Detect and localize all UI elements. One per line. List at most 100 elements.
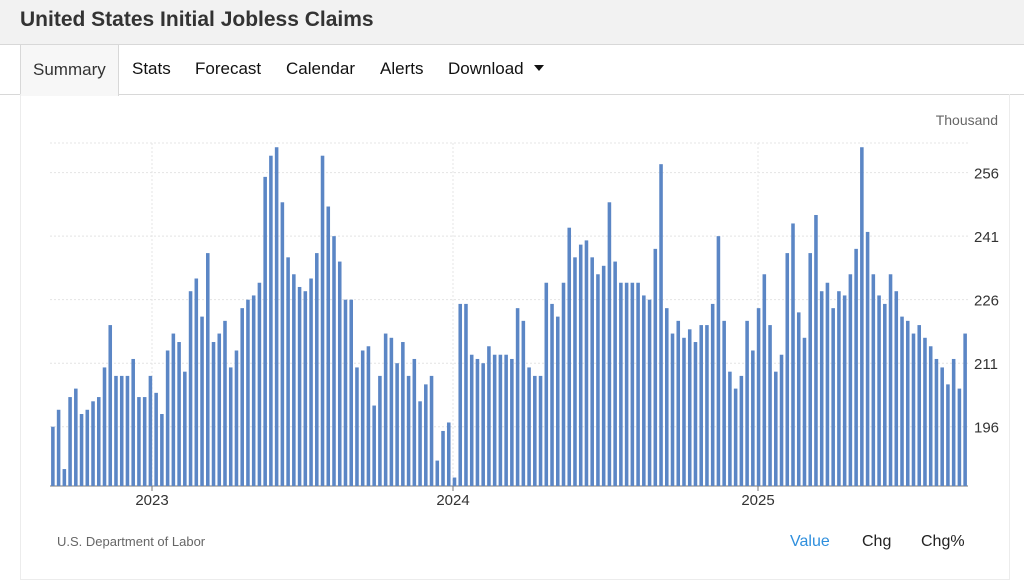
bar (125, 375, 130, 486)
bar (596, 274, 600, 486)
bar (337, 261, 342, 486)
bar (223, 320, 227, 486)
bar (533, 375, 537, 486)
bar (825, 282, 830, 486)
y-tick-label: 256 (974, 166, 999, 183)
bar (785, 253, 790, 486)
bar (303, 291, 308, 486)
bar (819, 291, 824, 486)
bar (624, 282, 629, 486)
bar (464, 303, 468, 486)
bar (888, 274, 893, 486)
bar (297, 286, 302, 486)
bar (481, 363, 485, 486)
bar (412, 358, 417, 486)
bar (762, 274, 767, 486)
bar (142, 397, 147, 486)
bar (469, 354, 474, 486)
bar (802, 337, 807, 486)
bar (251, 295, 256, 486)
page-title: United States Initial Jobless Claims (20, 8, 374, 31)
tab-summary[interactable]: Summary (20, 44, 119, 96)
bar (360, 350, 365, 486)
bar (154, 392, 158, 486)
bar (877, 295, 881, 486)
tab-alerts[interactable]: Alerts (380, 59, 424, 78)
bar (315, 253, 319, 486)
bar (865, 231, 870, 486)
bar (682, 337, 686, 486)
bar (355, 367, 359, 486)
bar (647, 299, 652, 486)
x-tick-label: 2024 (436, 492, 469, 509)
bar (263, 176, 267, 487)
bar (917, 325, 922, 486)
bar (114, 375, 118, 486)
bar (911, 333, 916, 486)
bar (343, 299, 348, 486)
tab-download[interactable]: Download (448, 44, 544, 94)
x-tick-label: 2023 (135, 492, 168, 509)
bar (567, 227, 572, 487)
bar (814, 214, 818, 486)
bar (521, 320, 526, 486)
caret-down-icon (533, 64, 544, 71)
bar (366, 346, 371, 486)
bar (292, 274, 296, 486)
bar (171, 333, 176, 486)
bar (441, 430, 445, 486)
bar (745, 320, 749, 486)
bar (751, 350, 755, 486)
bar (883, 303, 887, 486)
tab-calendar[interactable]: Calendar (286, 59, 355, 78)
bar (378, 375, 382, 486)
bar (504, 354, 508, 486)
bar (349, 299, 353, 486)
bar (578, 244, 583, 486)
toggle-chg-percent[interactable]: Chg% (921, 533, 965, 550)
bar (96, 397, 101, 486)
bar (831, 308, 835, 486)
bar (653, 248, 658, 486)
bar (676, 320, 681, 486)
bar (131, 358, 135, 486)
toggle-value[interactable]: Value (790, 533, 830, 550)
bar (165, 350, 170, 486)
bar (269, 155, 273, 486)
bar (492, 354, 497, 486)
bar (418, 401, 422, 486)
bar (642, 295, 646, 486)
tab-forecast[interactable]: Forecast (195, 59, 262, 78)
bar (119, 375, 124, 486)
y-axis-unit-label: Thousand (935, 112, 998, 128)
tab-stats[interactable]: Stats (132, 59, 171, 78)
bar (257, 282, 262, 486)
bar (286, 257, 290, 486)
bar (538, 375, 543, 486)
bar (774, 371, 778, 486)
bar (928, 346, 933, 486)
bar (79, 414, 84, 486)
bar (900, 316, 904, 486)
bar (716, 236, 721, 486)
bar (332, 236, 336, 486)
bar (188, 291, 193, 486)
bar (951, 358, 956, 486)
bar (848, 274, 853, 486)
bar (670, 333, 675, 486)
bar (550, 303, 554, 486)
bar (871, 274, 876, 486)
bar (177, 342, 181, 486)
bar (424, 384, 428, 486)
bar (555, 316, 560, 486)
bar (458, 303, 463, 486)
bar (796, 312, 801, 486)
bar (659, 164, 663, 486)
bar (446, 422, 451, 486)
chart-panel (20, 94, 1010, 580)
bar (274, 147, 279, 487)
bar (487, 346, 491, 486)
y-tick-label: 226 (974, 293, 999, 310)
toggle-chg[interactable]: Chg (862, 533, 892, 550)
bar (584, 240, 589, 486)
